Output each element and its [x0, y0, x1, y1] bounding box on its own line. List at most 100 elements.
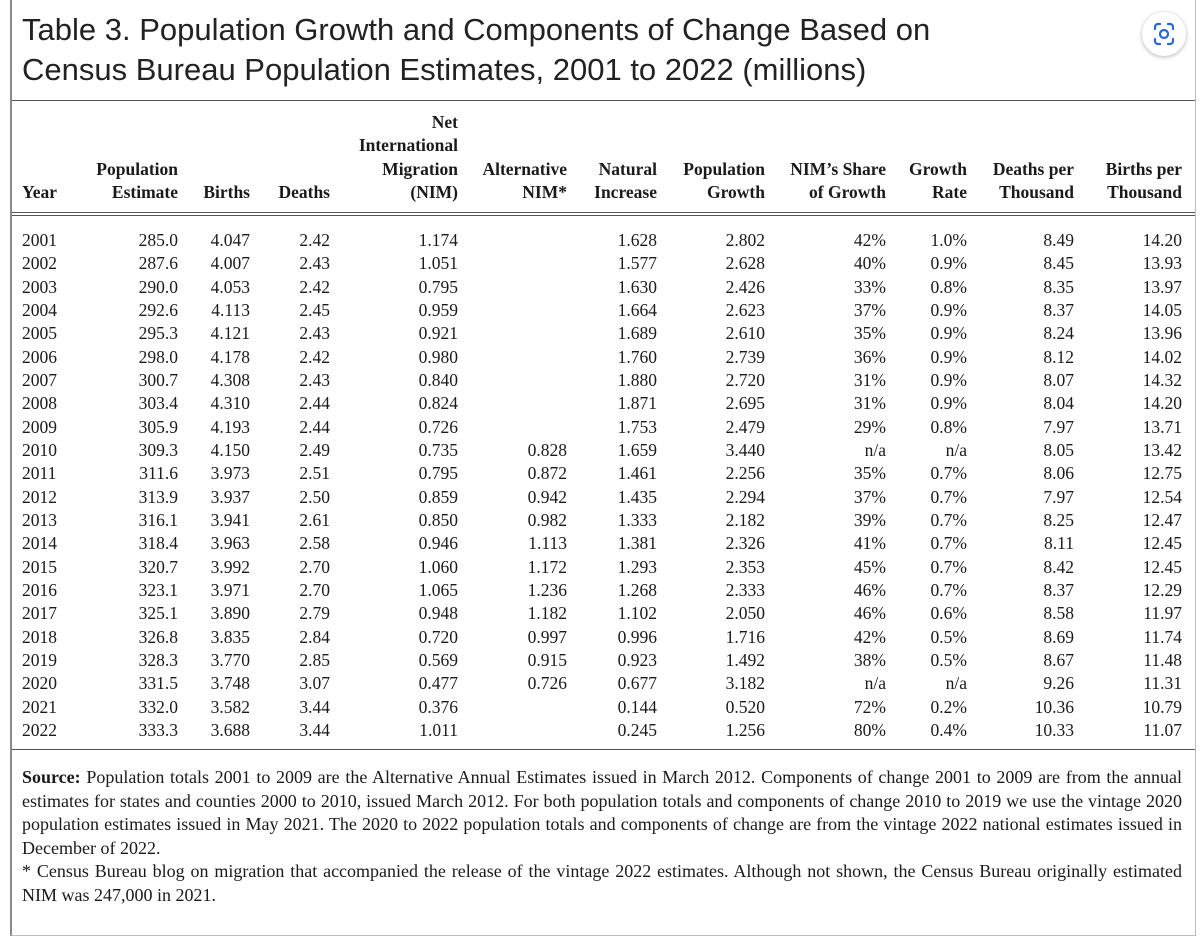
table-cell: 2.426 [725, 276, 765, 297]
table-cell: 311.6 [139, 463, 178, 484]
table-cell: 8.06 [1043, 463, 1074, 484]
table-cell: 3.835 [210, 626, 250, 647]
table-cell: 0.996 [617, 626, 657, 647]
table-cell: 13.93 [1142, 253, 1182, 274]
table-cell: 36% [853, 346, 886, 367]
table-cell: 2018 [22, 626, 57, 647]
table-cell: 2019 [22, 649, 57, 670]
table-cell: n/a [864, 439, 886, 460]
table-cell: 31% [853, 369, 886, 390]
table-cell: 0.795 [418, 276, 458, 297]
table-cell: 12.75 [1142, 463, 1182, 484]
table-cell: 8.58 [1043, 603, 1074, 624]
table-cell: 8.04 [1043, 393, 1074, 414]
table-cell: 298.0 [138, 346, 178, 367]
table-cell: 2.42 [299, 276, 330, 297]
table-cell: 0.859 [418, 486, 458, 507]
table-cell: 0.980 [418, 346, 458, 367]
table-cell: 1.236 [527, 579, 567, 600]
table-cell: 1.577 [617, 253, 657, 274]
table-cell: 3.44 [299, 719, 330, 740]
table-cell: 0.144 [617, 696, 657, 717]
table-cell: 0.9% [930, 346, 967, 367]
table-cell: 2.479 [725, 416, 765, 437]
table-cell: 0.9% [930, 253, 967, 274]
rule [12, 749, 1195, 750]
table-cell: 3.973 [210, 463, 250, 484]
table-cell: 2.50 [299, 486, 330, 507]
table-cell: 0.677 [617, 673, 657, 694]
table-cell: 2003 [22, 276, 57, 297]
table-cell: 3.748 [210, 673, 250, 694]
table-cell: 1.268 [617, 579, 657, 600]
table-cell: 2.44 [299, 393, 330, 414]
lens-button[interactable] [1142, 12, 1186, 56]
table-cell: 12.29 [1142, 579, 1182, 600]
table-cell: 0.4% [930, 719, 967, 740]
table-cell: 2022 [22, 719, 57, 740]
table-cell: n/a [864, 673, 886, 694]
table-cell: 8.25 [1043, 509, 1074, 530]
table-cell: 2.43 [299, 369, 330, 390]
title-line: Census Bureau Population Estimates, 2001… [22, 52, 867, 87]
table-cell: 313.9 [138, 486, 178, 507]
table-cell: 2020 [22, 673, 57, 694]
table-cell: 10.79 [1142, 696, 1182, 717]
table-cell: 2.802 [725, 230, 765, 250]
notes: Source: Population totals 2001 to 2009 a… [22, 766, 1182, 907]
table-cell: 2.43 [299, 323, 330, 344]
table-cell: 8.69 [1043, 626, 1074, 647]
table-cell: 0.921 [418, 323, 458, 344]
table-cell: 1.172 [527, 556, 567, 577]
table-cell: 2.326 [725, 533, 765, 554]
table-cell: 0.795 [418, 463, 458, 484]
column-header: Year [22, 182, 57, 202]
table-cell: 2.84 [299, 626, 330, 647]
table-cell: 0.569 [418, 649, 458, 670]
column-header: Natural [598, 158, 657, 179]
table-cell: 46% [853, 603, 886, 624]
table-cell: 13.96 [1142, 323, 1182, 344]
table-cell: 0.824 [418, 393, 458, 414]
table-cell: 3.07 [299, 673, 330, 694]
table-cell: 1.760 [617, 346, 657, 367]
table-cell: 1.492 [725, 649, 765, 670]
table-cell: 14.20 [1142, 230, 1182, 250]
rule [12, 212, 1195, 213]
table-cell: 39% [853, 509, 886, 530]
table-cell: 0.2% [930, 696, 967, 717]
table-cell: 0.735 [418, 439, 458, 460]
table-cell: 1.381 [617, 533, 657, 554]
table-cell: 2.44 [299, 416, 330, 437]
table-cell: 0.948 [418, 603, 458, 624]
table-cell: 3.688 [210, 719, 250, 740]
table-cell: 33% [853, 276, 886, 297]
table-cell: 2.42 [299, 346, 330, 367]
table-cell: 292.6 [138, 299, 178, 320]
table-cell: 0.726 [418, 416, 458, 437]
table-cell: 0.7% [930, 533, 967, 554]
column-header: Net [431, 111, 458, 132]
table-cell: 1.630 [617, 276, 657, 297]
column-header: Births per [1105, 158, 1182, 179]
table-cell: 2.739 [725, 346, 765, 367]
table-cell: 325.1 [138, 603, 178, 624]
column-header: Population [683, 158, 765, 179]
column-header: International [358, 135, 458, 155]
table-cell: 8.07 [1043, 369, 1074, 390]
table-cell: 12.47 [1142, 509, 1182, 530]
table-cell: 8.24 [1043, 323, 1074, 344]
table-cell: 45% [853, 556, 886, 577]
table-cell: 2.79 [299, 603, 330, 624]
table-cell: 290.0 [138, 276, 178, 297]
table-cell: 1.293 [617, 556, 657, 577]
table-cell: 3.890 [210, 603, 250, 624]
table-cell: 31% [853, 393, 886, 414]
table-cell: 1.060 [418, 556, 458, 577]
table-cell: 2005 [22, 323, 57, 344]
table-cell: 2017 [22, 603, 57, 624]
table-cell: 3.44 [299, 696, 330, 717]
table-cell: 2.51 [299, 463, 330, 484]
table-cell: 1.871 [617, 393, 657, 414]
table-cell: 0.915 [527, 649, 567, 670]
